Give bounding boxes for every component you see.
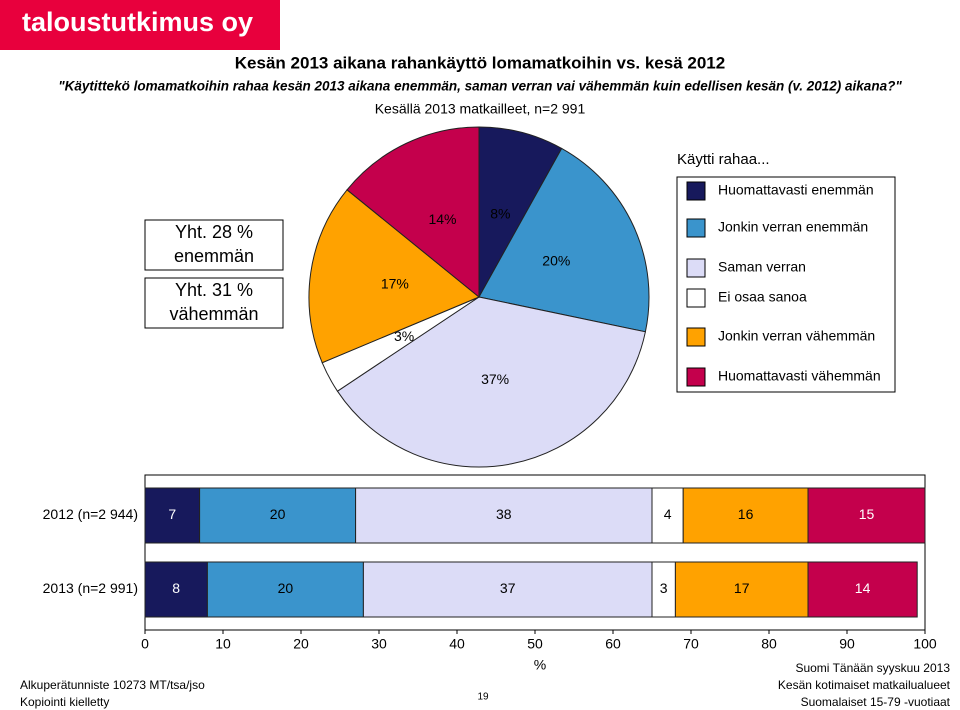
slice-label: 17% (381, 276, 409, 292)
bar-label: 38 (496, 506, 512, 522)
footer-left: Kopiointi kielletty (20, 695, 109, 709)
pie-slice (336, 296, 646, 468)
bar-label: 17 (734, 580, 750, 596)
footer-left: Alkuperätunniste 10273 MT/tsa/jso (20, 678, 205, 692)
footer-right: Suomi Tänään syyskuu 2013 (795, 661, 950, 675)
bar-segment (807, 487, 926, 544)
x-tick-label: 30 (371, 636, 387, 652)
pie-slice (308, 189, 480, 364)
bar-label: 20 (270, 506, 286, 522)
bar-segment (651, 487, 684, 544)
pie-slice (346, 126, 480, 299)
bar-segment (206, 561, 364, 618)
legend-label: Jonkin verran enemmän (718, 219, 868, 235)
legend-swatch (686, 327, 706, 347)
x-tick-label: 50 (527, 636, 543, 652)
legend-swatch (686, 218, 706, 238)
annotation: enemmän (174, 246, 254, 266)
bar-segment (682, 487, 809, 544)
legend-label: Huomattavasti enemmän (718, 182, 874, 198)
slice-label: 37% (481, 371, 509, 387)
legend-box (676, 176, 896, 393)
bar-segment (674, 561, 809, 618)
slice-label: 3% (394, 328, 414, 344)
footer-right: Kesän kotimaiset matkailualueet (778, 678, 951, 692)
slice-label: 14% (428, 211, 456, 227)
annotation: Yht. 31 % (175, 280, 253, 300)
x-tick-label: 70 (683, 636, 699, 652)
pie-title: Kesällä 2013 matkailleet, n=2 991 (375, 101, 586, 117)
x-tick-label: 60 (605, 636, 621, 652)
legend-label: Saman verran (718, 259, 806, 275)
bar-label: 14 (855, 580, 871, 596)
legend-swatch (686, 367, 706, 387)
bar-label: 15 (859, 506, 875, 522)
page-number: 19 (477, 692, 489, 703)
bar-label: 7 (168, 506, 176, 522)
legend-swatch (686, 288, 706, 308)
slice-label: 8% (490, 205, 510, 221)
bar-segment (144, 487, 201, 544)
x-tick-label: 80 (761, 636, 777, 652)
x-tick-label: 0 (141, 636, 149, 652)
annotation-box (144, 219, 284, 271)
x-tick-label: 10 (215, 636, 231, 652)
legend-label: Ei osaa sanoa (718, 289, 807, 305)
bar-label: 3 (660, 580, 668, 596)
bar-segment (144, 561, 208, 618)
y-tick-label: 2012 (n=2 944) (43, 506, 138, 522)
bar-label: 20 (278, 580, 294, 596)
y-tick-label: 2013 (n=2 991) (43, 580, 138, 596)
bar-label: 16 (738, 506, 754, 522)
title: Kesän 2013 aikana rahankäyttö lomamatkoi… (235, 53, 725, 72)
subtitle: "Käytittekö lomamatkoihin rahaa kesän 20… (58, 79, 902, 94)
annotation-box (144, 277, 284, 329)
legend-swatch (686, 181, 706, 201)
legend-title: Käytti rahaa... (677, 151, 770, 168)
x-tick-label: 20 (293, 636, 309, 652)
x-tick-label: 100 (913, 636, 937, 652)
annotation: Yht. 28 % (175, 222, 253, 242)
slice-label: 20% (542, 252, 570, 268)
annotation: vähemmän (169, 304, 258, 324)
bar-segment (807, 561, 918, 618)
x-tick-label: 90 (839, 636, 855, 652)
bar-label: 4 (664, 506, 672, 522)
legend-swatch (686, 258, 706, 278)
bar-segment (362, 561, 653, 618)
x-axis-label: % (534, 657, 546, 673)
pie-slice (478, 147, 650, 333)
bar-label: 8 (172, 580, 180, 596)
legend-label: Huomattavasti vähemmän (718, 368, 881, 384)
legend-label: Jonkin verran vähemmän (718, 328, 875, 344)
x-tick-label: 40 (449, 636, 465, 652)
bar-label: 37 (500, 580, 516, 596)
bar-segment (355, 487, 653, 544)
footer-right: Suomalaiset 15-79 -vuotiaat (801, 695, 951, 709)
logo-box (0, 0, 280, 50)
logo: taloustutkimus oy (22, 7, 253, 37)
